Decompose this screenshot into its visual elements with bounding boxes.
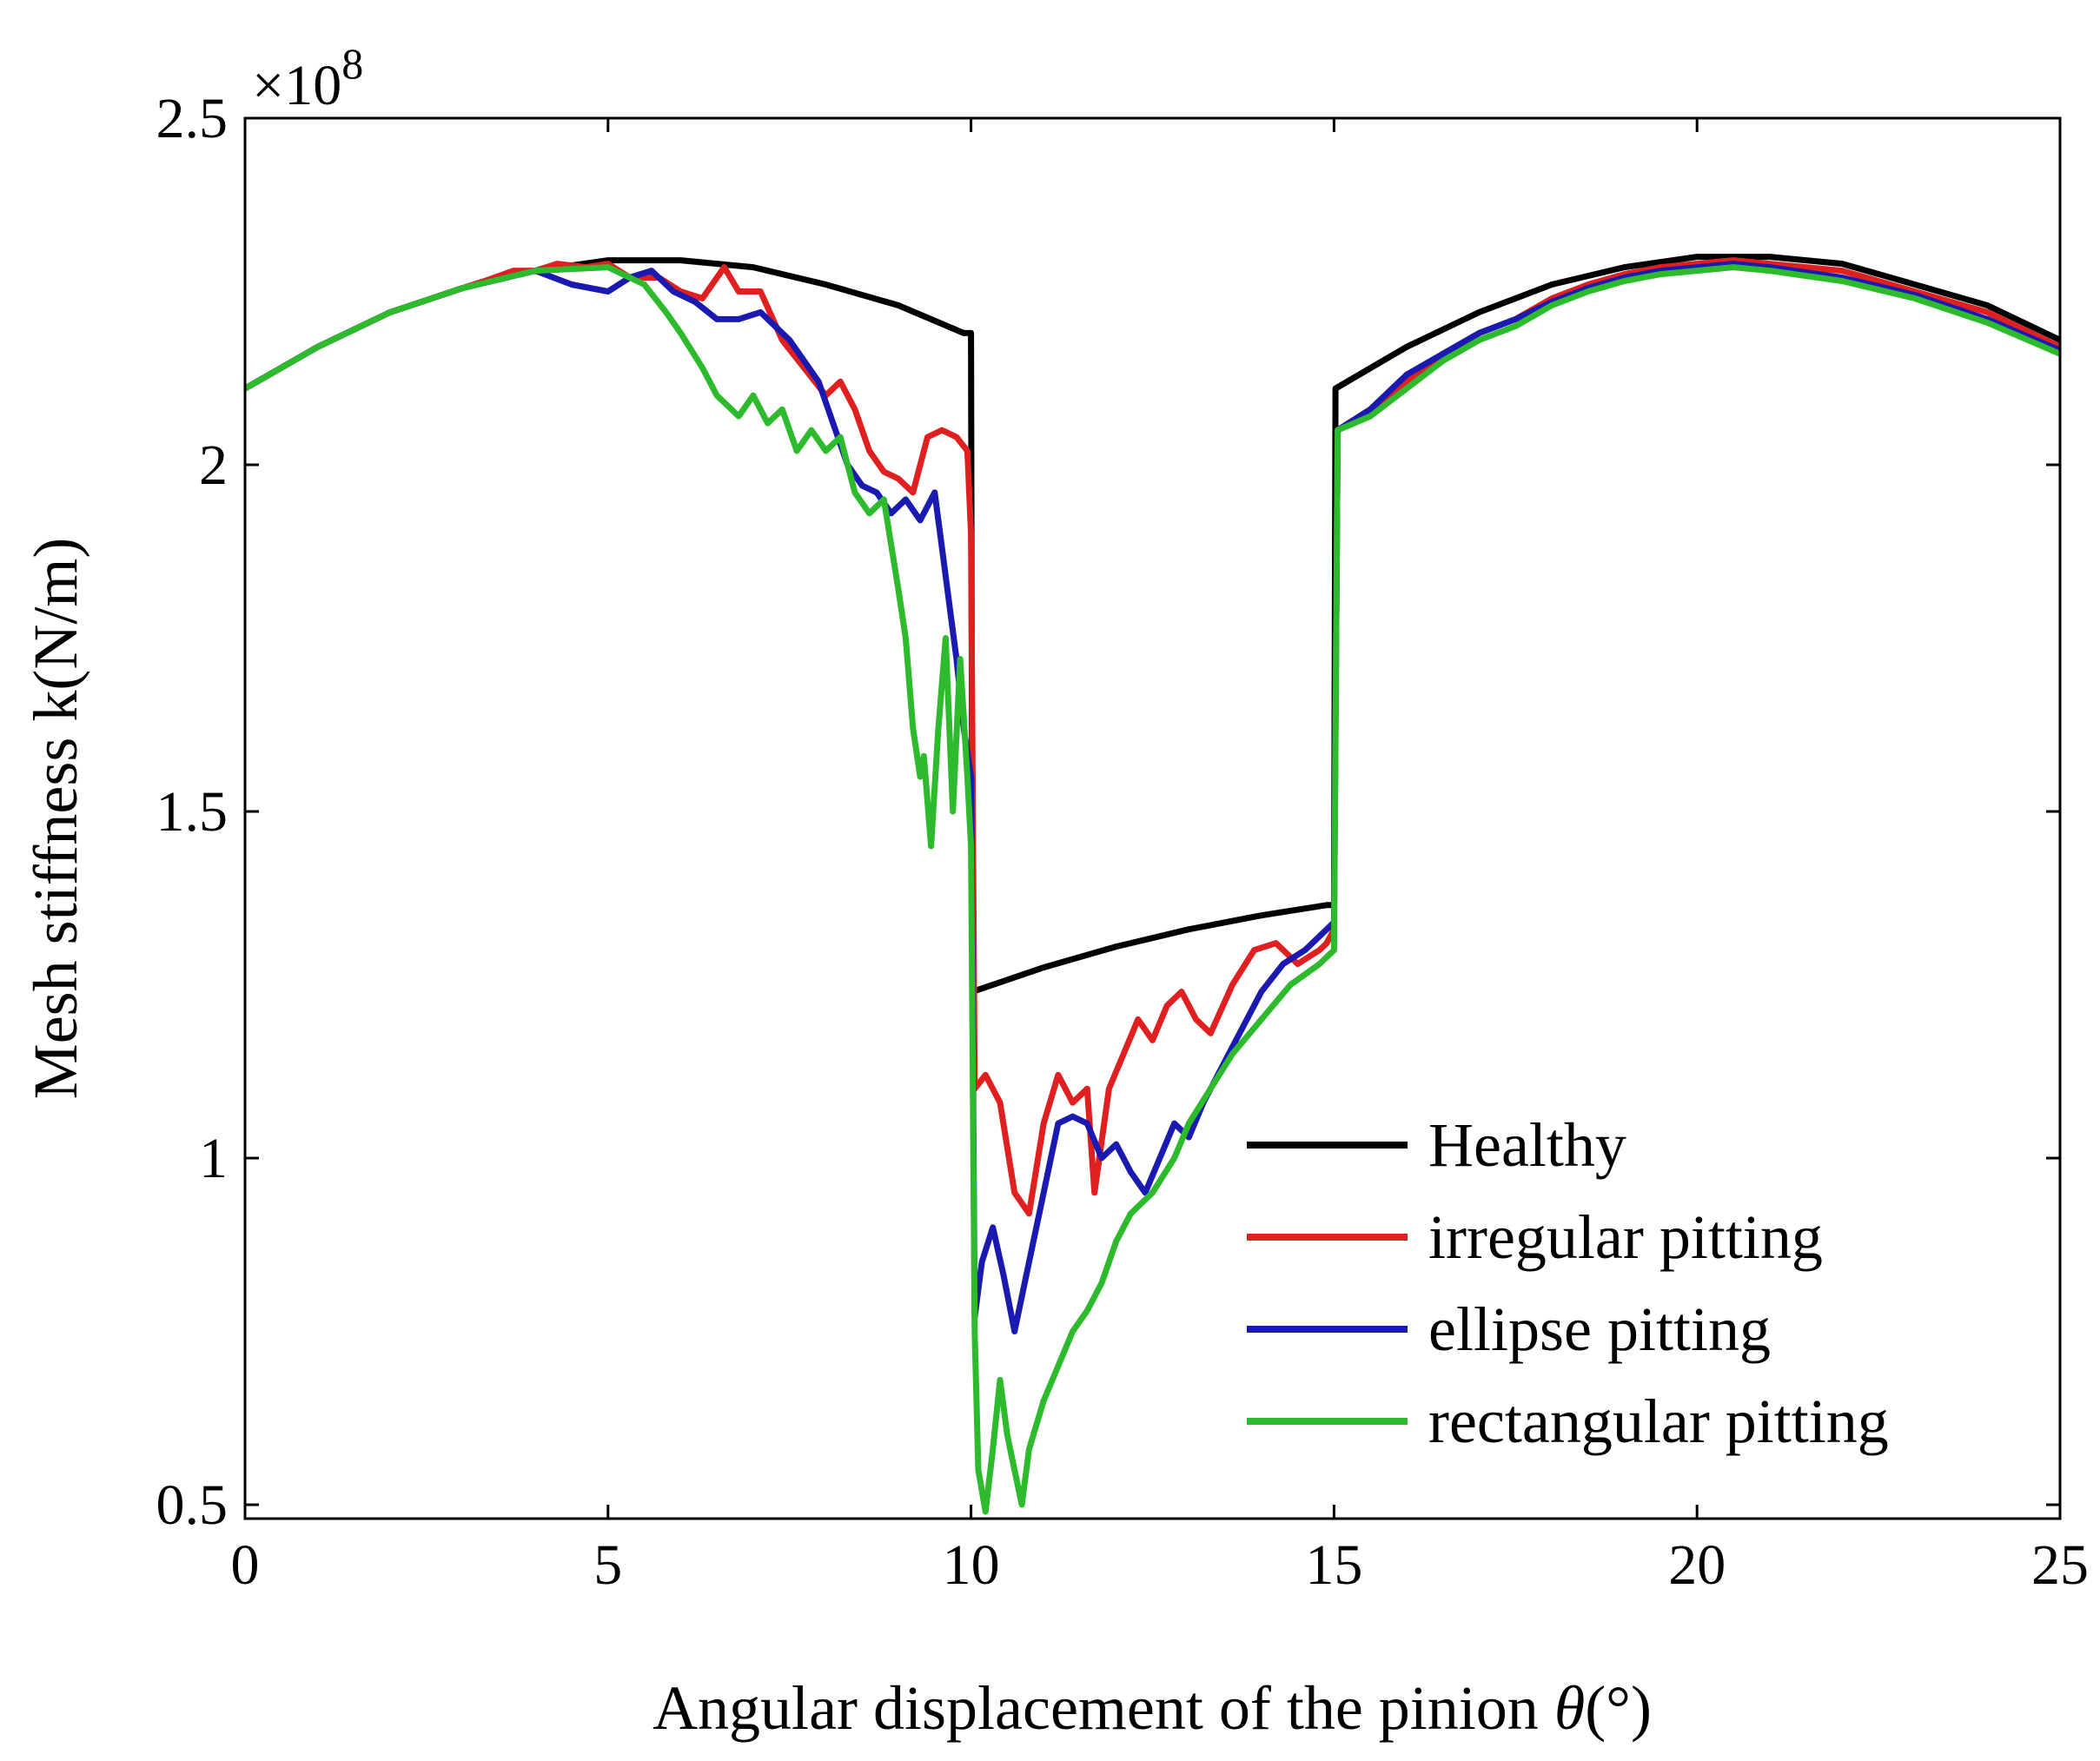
y-tick-label-0: 0.5 xyxy=(156,1473,229,1537)
legend-label-rectangular-pitting: rectangular pitting xyxy=(1428,1387,1889,1456)
y-axis-title: Mesh stiffness k(N/m) xyxy=(21,538,90,1100)
y-axis-multiplier: ×108 xyxy=(252,39,363,117)
x-tick-label-1: 5 xyxy=(593,1533,622,1597)
x-tick-label-3: 15 xyxy=(1305,1533,1362,1597)
legend-label-healthy: Healthy xyxy=(1428,1110,1626,1180)
series-layer xyxy=(245,254,2060,1515)
series-line-healthy xyxy=(245,254,2060,995)
legend-label-ellipse-pitting: ellipse pitting xyxy=(1428,1294,1771,1364)
series-line-irregular-pitting xyxy=(245,257,2060,1217)
axis-ticks xyxy=(243,116,2062,1519)
x-axis-title: Angular displacement of the pinion θ(°) xyxy=(653,1673,1652,1743)
x-tick-label-4: 20 xyxy=(1668,1533,1726,1597)
x-tick-label-0: 0 xyxy=(231,1533,260,1597)
plot-frame xyxy=(243,116,2062,1520)
legend-label-irregular-pitting: irregular pitting xyxy=(1428,1202,1823,1272)
x-tick-label-2: 10 xyxy=(943,1533,1000,1597)
x-tick-label-5: 25 xyxy=(2031,1533,2089,1597)
tick-labels: 0 5 10 15 20 25 0.5 1 1.5 2 2.5 xyxy=(156,87,2090,1597)
series-line-ellipse-pitting xyxy=(245,261,2060,1334)
y-tick-label-3: 2 xyxy=(199,434,228,497)
y-tick-label-1: 1 xyxy=(199,1127,228,1190)
legend: Healthy irregular pitting ellipse pitting r… xyxy=(1247,1110,1889,1456)
y-tick-label-4: 2.5 xyxy=(156,87,229,150)
series-line-rectangular-pitting xyxy=(245,264,2060,1515)
y-tick-label-2: 1.5 xyxy=(156,780,229,844)
